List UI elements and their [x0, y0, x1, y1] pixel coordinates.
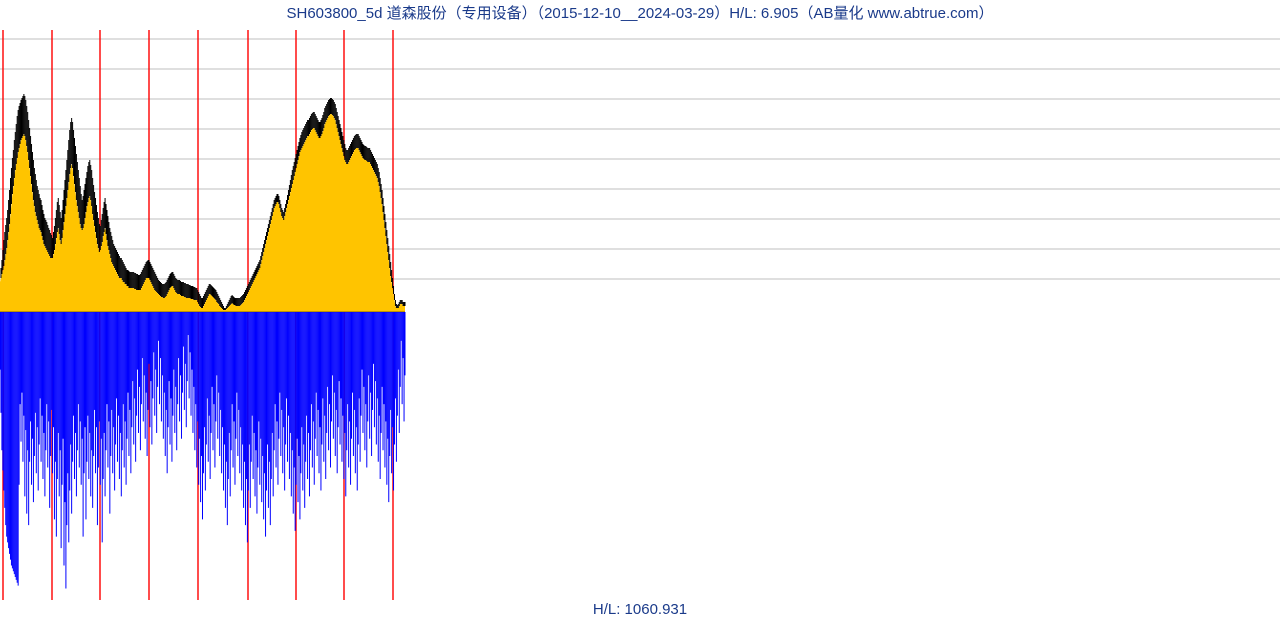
- stock-chart: [0, 0, 1280, 620]
